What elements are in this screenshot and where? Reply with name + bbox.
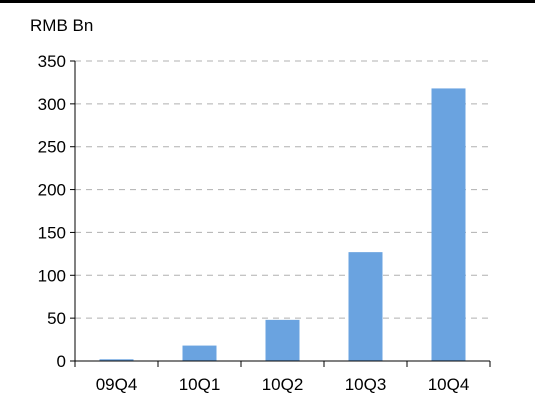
- y-tick-label: 50: [47, 309, 66, 328]
- gridlines: [75, 60, 490, 319]
- x-tick-label: 09Q4: [96, 375, 138, 394]
- y-tick-label: 150: [38, 223, 66, 242]
- bar-10Q2: [265, 319, 300, 361]
- y-tick-label: 350: [38, 52, 66, 71]
- y-tick-label: 100: [38, 266, 66, 285]
- y-tick-label: 250: [38, 138, 66, 157]
- x-tick-label: 10Q3: [345, 375, 387, 394]
- y-tick-label: 300: [38, 95, 66, 114]
- y-tick-label: 200: [38, 181, 66, 200]
- bar-10Q1: [182, 345, 217, 361]
- top-rule: [0, 0, 535, 3]
- bar-09Q4: [99, 359, 134, 361]
- y-axis-unit-label: RMB Bn: [30, 16, 94, 35]
- bar-10Q4: [431, 88, 466, 361]
- x-tick-label: 10Q2: [262, 375, 304, 394]
- bars: [99, 88, 466, 361]
- y-tick-labels: 0 50 100 150 200 250 300 350: [38, 52, 66, 371]
- y-tick-label: 0: [57, 352, 66, 371]
- axes: [70, 60, 491, 367]
- bar-10Q3: [348, 252, 383, 361]
- x-tick-label: 10Q4: [428, 375, 470, 394]
- x-tick-label: 10Q1: [179, 375, 221, 394]
- x-tick-labels: 09Q4 10Q1 10Q2 10Q3 10Q4: [96, 375, 470, 394]
